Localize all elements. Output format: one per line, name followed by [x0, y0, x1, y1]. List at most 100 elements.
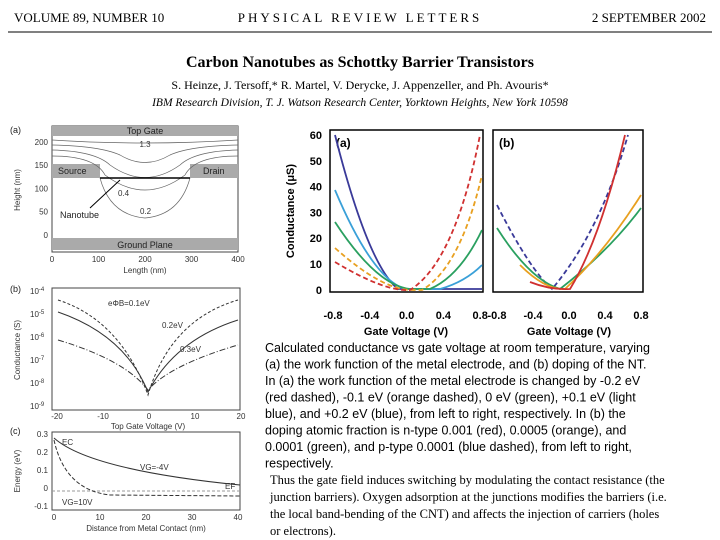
caption-line: respectively. [265, 457, 334, 471]
tick-label: 0.1 [37, 466, 49, 475]
tick-label: -20 [51, 412, 63, 421]
frame [329, 129, 484, 293]
tick-base: 10 [30, 379, 39, 388]
tick-label: 0.0 [399, 310, 414, 322]
tick-label: 10-5 [30, 310, 45, 319]
caption: Calculated conductance vs gate voltage a… [265, 341, 650, 471]
tick-label: 0 [147, 412, 152, 421]
tick-label: 10-8 [30, 379, 45, 388]
tick-label: 10-6 [30, 333, 45, 342]
source-label: Source [58, 166, 87, 176]
annotation: eΦB=0.1eV [108, 299, 150, 308]
caption-line: Calculated conductance vs gate voltage a… [265, 341, 650, 355]
caption-line: doping atomic fraction is n-type 0.001 (… [265, 424, 626, 438]
tick-label: 60 [310, 130, 322, 142]
body-line: the local band-bending of the CNT) and a… [270, 507, 659, 521]
panel-label: (c) [10, 426, 21, 436]
contour-label: 0.4 [118, 189, 130, 198]
tick-label: 0.4 [597, 310, 613, 322]
tick-base: 10 [30, 402, 39, 411]
tick-label: 200 [138, 255, 152, 264]
tick-label: 30 [310, 207, 322, 219]
tick-label: 100 [35, 184, 49, 193]
panel-label: (a) [10, 125, 21, 135]
tick-exp: -5 [39, 310, 45, 316]
frame [492, 129, 644, 293]
caption-line: (a) the work function of the metal elect… [265, 358, 646, 372]
tick-label: 0 [44, 484, 49, 493]
tick-label: -0.8 [488, 310, 507, 322]
tick-label: -0.1 [34, 502, 48, 511]
annotation: EF [225, 482, 235, 491]
panel-label: (b) [499, 136, 514, 150]
tick-label: 100 [92, 255, 106, 264]
tick-label: 0.2 [37, 448, 49, 457]
left-panel-c: (c) EC EF VG=-4V VG=10V Energy (eV) Dist… [10, 426, 241, 533]
tick-label: 10 [191, 412, 200, 421]
tick-label: 200 [35, 138, 49, 147]
curves-a [334, 134, 483, 291]
tick-label: -0.8 [324, 310, 343, 322]
annotation: VG=-4V [140, 463, 169, 472]
tick-base: 10 [30, 356, 39, 365]
top-gate [52, 126, 238, 136]
tick-label: 0 [50, 255, 55, 264]
annotation: 0.2eV [162, 321, 184, 330]
x-label: Gate Voltage (V) [527, 326, 611, 338]
tick-label: 20 [237, 412, 246, 421]
authors: S. Heinze, J. Tersoff,* R. Martel, V. De… [171, 78, 548, 92]
body-line: or electrons). [270, 524, 336, 538]
y-label: Height (nm) [13, 169, 22, 211]
title: Carbon Nanotubes as Schottky Barrier Tra… [186, 54, 534, 71]
affiliation: IBM Research Division, T. J. Watson Rese… [151, 97, 568, 109]
x-label: Top Gate Voltage (V) [111, 422, 186, 431]
body-text: Thus the gate field induces switching by… [269, 473, 667, 538]
tick-label: 40 [234, 513, 243, 522]
curves-b [496, 134, 642, 291]
annotation: 0.3eV [180, 345, 202, 354]
caption-line: 0.0001 (green), and p-type 0.0001 (blue … [265, 440, 632, 454]
panel-label: (a) [336, 136, 351, 150]
tick-label: 400 [231, 255, 245, 264]
tick-exp: -7 [39, 356, 45, 362]
nanotube-label: Nanotube [60, 210, 99, 220]
drain [190, 164, 238, 178]
tick-exp: -9 [39, 402, 45, 408]
caption-line: In (a) the work function of the metal el… [265, 374, 641, 388]
frame [51, 431, 241, 511]
annotation: EC [62, 438, 73, 447]
caption-line: blue), and +0.2 eV (blue), from left to … [265, 407, 626, 421]
ground-plane [52, 238, 238, 250]
tick-label: 10-7 [30, 356, 45, 365]
tick-label: 30 [188, 513, 197, 522]
annotation: VG=10V [62, 498, 93, 507]
right-figure: (a) (b) Conductance (μS) Gate Voltage (V… [285, 129, 644, 338]
x-label: Length (nm) [123, 266, 166, 275]
y-label: Energy (eV) [13, 449, 22, 492]
tick-label: 0.8 [633, 310, 648, 322]
tick-label: 0.4 [436, 310, 452, 322]
y-label: Conductance (μS) [285, 164, 297, 258]
tick-label: 0 [44, 231, 49, 240]
tick-label: 10 [96, 513, 105, 522]
left-panel-b: (b) eΦB=0.1eV 0.2eV 0.3eV Conductance (S… [10, 284, 241, 431]
tick-base: 10 [30, 310, 39, 319]
tick-label: 0 [52, 513, 57, 522]
tick-label: 20 [142, 513, 151, 522]
panel-label: (b) [10, 284, 21, 294]
tick-label: 0.3 [37, 430, 49, 439]
tick-label: 40 [310, 182, 322, 194]
date: 2 SEPTEMBER 2002 [592, 10, 706, 25]
journal: PHYSICAL REVIEW LETTERS [238, 10, 483, 25]
source [52, 164, 100, 178]
volume: VOLUME 89, NUMBER 10 [14, 10, 164, 25]
tick-label: 10-4 [30, 287, 45, 296]
ground-plane-label: Ground Plane [117, 240, 173, 250]
tick-label: 0.0 [561, 310, 576, 322]
tick-exp: -6 [39, 333, 45, 339]
tick-label: -10 [97, 412, 109, 421]
tick-exp: -4 [39, 287, 45, 293]
tick-label: -0.4 [524, 310, 544, 322]
body-line: junction barriers). Oxygen adsorption at… [269, 490, 667, 504]
left-panel-a: (a) Top Gate Source Drain Nanotube Groun… [10, 125, 239, 275]
